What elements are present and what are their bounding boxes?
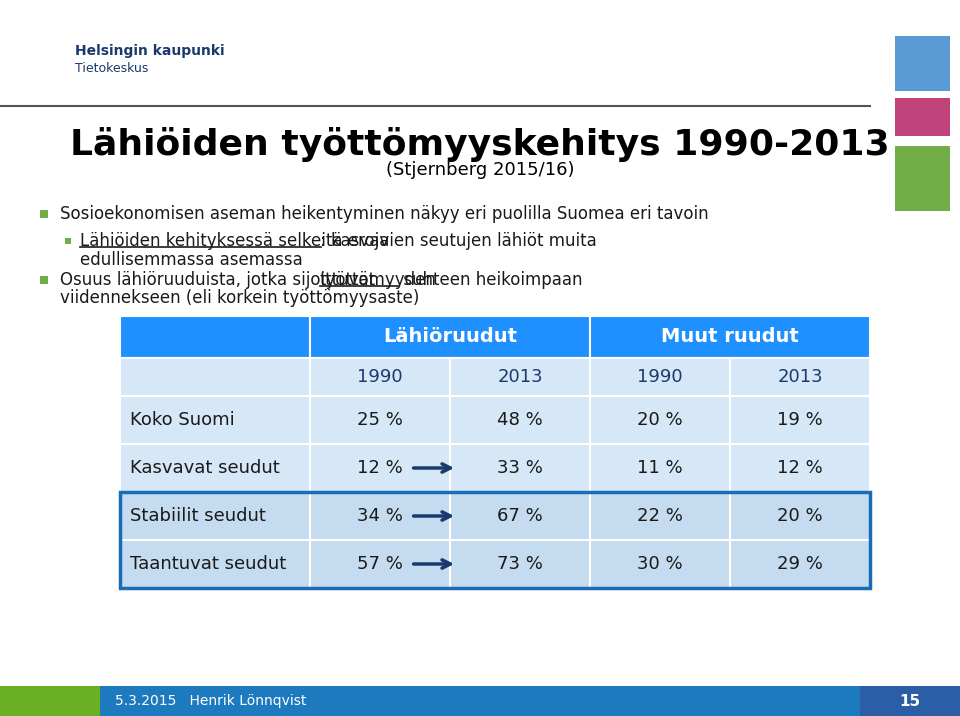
Bar	[120, 396, 310, 444]
Text: Helsingin kaupunki: Helsingin kaupunki	[75, 44, 225, 58]
Bar	[310, 444, 450, 492]
Text: Lähiöiden kehityksessä selkeitä eroja: Lähiöiden kehityksessä selkeitä eroja	[80, 232, 390, 250]
Text: 22 %: 22 %	[637, 507, 683, 525]
Text: Osuus lähiöruuduista, jotka sijoittuvat: Osuus lähiöruuduista, jotka sijoittuvat	[60, 271, 380, 289]
Text: : kasvavien seutujen lähiöt muita: : kasvavien seutujen lähiöt muita	[321, 232, 597, 250]
Text: (Stjernberg 2015/16): (Stjernberg 2015/16)	[386, 161, 574, 179]
Bar	[730, 540, 870, 588]
Text: Taantuvat seudut: Taantuvat seudut	[130, 555, 286, 573]
Text: 20 %: 20 %	[637, 411, 683, 429]
Bar	[730, 396, 870, 444]
Bar	[40, 210, 48, 218]
Bar	[100, 686, 860, 716]
Bar	[310, 492, 450, 540]
Text: 12 %: 12 %	[778, 459, 823, 477]
Bar	[590, 540, 730, 588]
Text: 34 %: 34 %	[357, 507, 403, 525]
Text: Muut ruudut: Muut ruudut	[661, 327, 799, 347]
Text: Sosioekonomisen aseman heikentyminen näkyy eri puolilla Suomea eri tavoin: Sosioekonomisen aseman heikentyminen näk…	[60, 205, 708, 223]
FancyBboxPatch shape	[895, 146, 950, 211]
Bar	[730, 492, 870, 540]
Text: 25 %: 25 %	[357, 411, 403, 429]
Text: Lähiöiden työttömyyskehitys 1990-2013: Lähiöiden työttömyyskehitys 1990-2013	[70, 127, 890, 162]
Bar	[310, 316, 590, 358]
Text: 5.3.2015   Henrik Lönnqvist: 5.3.2015 Henrik Lönnqvist	[115, 694, 306, 708]
Text: viidennekseen (eli korkein työttömyysaste): viidennekseen (eli korkein työttömyysast…	[60, 289, 420, 307]
Text: 73 %: 73 %	[497, 555, 543, 573]
Bar	[120, 444, 310, 492]
Bar	[65, 238, 71, 244]
Text: 1990: 1990	[357, 368, 403, 386]
Bar	[40, 276, 48, 284]
Bar	[450, 358, 590, 396]
Text: 57 %: 57 %	[357, 555, 403, 573]
Bar	[450, 444, 590, 492]
Text: Stabiilit seudut: Stabiilit seudut	[130, 507, 266, 525]
Text: 19 %: 19 %	[778, 411, 823, 429]
Bar	[120, 358, 310, 396]
Text: 29 %: 29 %	[777, 555, 823, 573]
Text: suhteen heikoimpaan: suhteen heikoimpaan	[398, 271, 583, 289]
Text: Koko Suomi: Koko Suomi	[130, 411, 235, 429]
Text: 67 %: 67 %	[497, 507, 542, 525]
Bar	[860, 686, 960, 716]
Bar	[120, 492, 310, 540]
Text: 2013: 2013	[778, 368, 823, 386]
Bar	[590, 492, 730, 540]
Text: 33 %: 33 %	[497, 459, 543, 477]
FancyBboxPatch shape	[895, 36, 950, 91]
Bar	[120, 492, 870, 588]
Bar	[310, 540, 450, 588]
Bar	[450, 396, 590, 444]
Bar	[730, 358, 870, 396]
Bar	[450, 540, 590, 588]
Text: edullisemmassa asemassa: edullisemmassa asemassa	[80, 251, 302, 269]
Bar	[310, 358, 450, 396]
Text: Lähiöruudut: Lähiöruudut	[383, 327, 517, 347]
Bar	[310, 396, 450, 444]
Text: 1990: 1990	[637, 368, 683, 386]
Bar	[590, 444, 730, 492]
Bar	[590, 358, 730, 396]
Bar	[730, 444, 870, 492]
Text: 20 %: 20 %	[778, 507, 823, 525]
Bar	[120, 316, 310, 358]
Text: 30 %: 30 %	[637, 555, 683, 573]
Text: 2013: 2013	[497, 368, 542, 386]
Text: Kasvavat seudut: Kasvavat seudut	[130, 459, 279, 477]
Text: 15: 15	[900, 694, 921, 709]
Text: Tietokeskus: Tietokeskus	[75, 62, 149, 74]
Text: 12 %: 12 %	[357, 459, 403, 477]
Text: 48 %: 48 %	[497, 411, 542, 429]
Bar	[0, 686, 100, 716]
Bar	[120, 540, 310, 588]
Text: työttömyyden: työttömyyden	[320, 271, 437, 289]
Text: 11 %: 11 %	[637, 459, 683, 477]
Bar	[590, 396, 730, 444]
FancyBboxPatch shape	[895, 98, 950, 136]
Bar	[590, 316, 870, 358]
Bar	[450, 492, 590, 540]
